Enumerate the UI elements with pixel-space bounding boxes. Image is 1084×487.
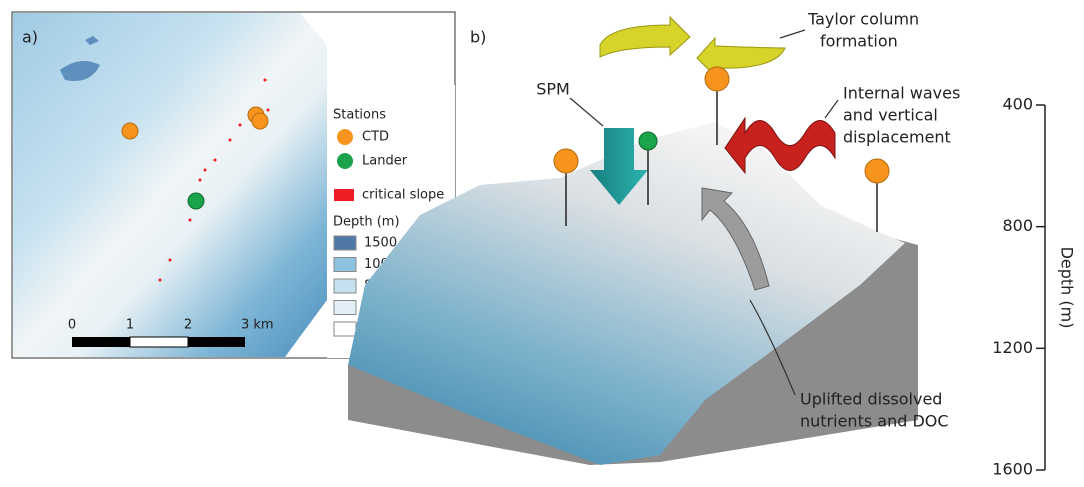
panel-label: a)	[22, 28, 38, 47]
scale-label: 0	[68, 318, 76, 333]
ctd-station	[121, 122, 139, 140]
annotations: Taylor column formation SPM Internal waves a…	[536, 10, 960, 431]
legend-title: Stations	[333, 108, 386, 123]
lander-pin	[638, 131, 658, 151]
legend-label: Lander	[362, 154, 408, 169]
legend-symbol	[337, 129, 353, 145]
annotation: Taylor column	[807, 10, 919, 29]
annotation: Uplifted dissolved	[800, 390, 942, 409]
annotation: displacement	[843, 128, 951, 147]
annotation: nutrients and DOC	[800, 412, 949, 431]
uplift-arrow	[701, 187, 770, 291]
panel-label: b)	[470, 28, 486, 47]
seamount	[348, 122, 905, 465]
map	[13, 13, 327, 357]
ctd-pin	[864, 158, 890, 184]
tick-label: 800	[1002, 216, 1033, 235]
depth-axis: 400 800 1200 1600 Depth (m)	[992, 95, 1076, 479]
panel-b: b) Taylor column formation SPM Internal wav…	[348, 10, 1077, 479]
legend-swatch	[333, 321, 357, 337]
scale-bar	[72, 337, 130, 347]
legend-symbol	[337, 153, 353, 169]
ctd-station	[251, 112, 269, 130]
annotation: Internal waves	[843, 84, 960, 103]
leader-lines	[569, 29, 839, 396]
scale-bar	[129, 336, 189, 348]
annotation: and vertical	[843, 106, 938, 125]
legend-title: Depth (m)	[333, 215, 400, 230]
annotation: SPM	[536, 80, 570, 99]
taylor-arrow	[599, 15, 691, 58]
legend-swatch	[333, 278, 357, 294]
scale-labels: 0 1 2 3 km	[68, 318, 274, 333]
legend-symbol	[334, 189, 354, 201]
taylor-arrow	[696, 36, 786, 78]
legend-swatch	[333, 257, 357, 272]
tick-label: 1200	[992, 338, 1033, 357]
legend-label: CTD	[362, 130, 389, 145]
panel-a: a) 0 1 2 3 km Stations CTD Lander critical slo…	[11, 11, 456, 359]
scale-label: 3 km	[241, 318, 274, 333]
tick-label: 1600	[992, 460, 1033, 479]
legend-label: critical slope	[362, 188, 444, 203]
annotation: formation	[820, 32, 898, 51]
scale-label: 2	[184, 318, 192, 333]
legend-swatch	[333, 235, 357, 251]
scale-bar	[188, 337, 245, 347]
ctd-pin	[704, 66, 730, 92]
ctd-pin	[553, 148, 579, 174]
legend-label: 1500	[364, 236, 397, 251]
map-deep	[60, 36, 100, 81]
tick-label: 400	[1002, 95, 1033, 114]
legend-swatch	[333, 300, 357, 315]
lander-station	[187, 192, 205, 210]
wave-arrow	[724, 116, 836, 175]
scale-label: 1	[126, 318, 134, 333]
legend-items: Stations CTD Lander critical slope Depth (m)…	[333, 108, 444, 337]
axis-title: Depth (m)	[1058, 247, 1077, 329]
spm-arrow	[590, 128, 648, 205]
